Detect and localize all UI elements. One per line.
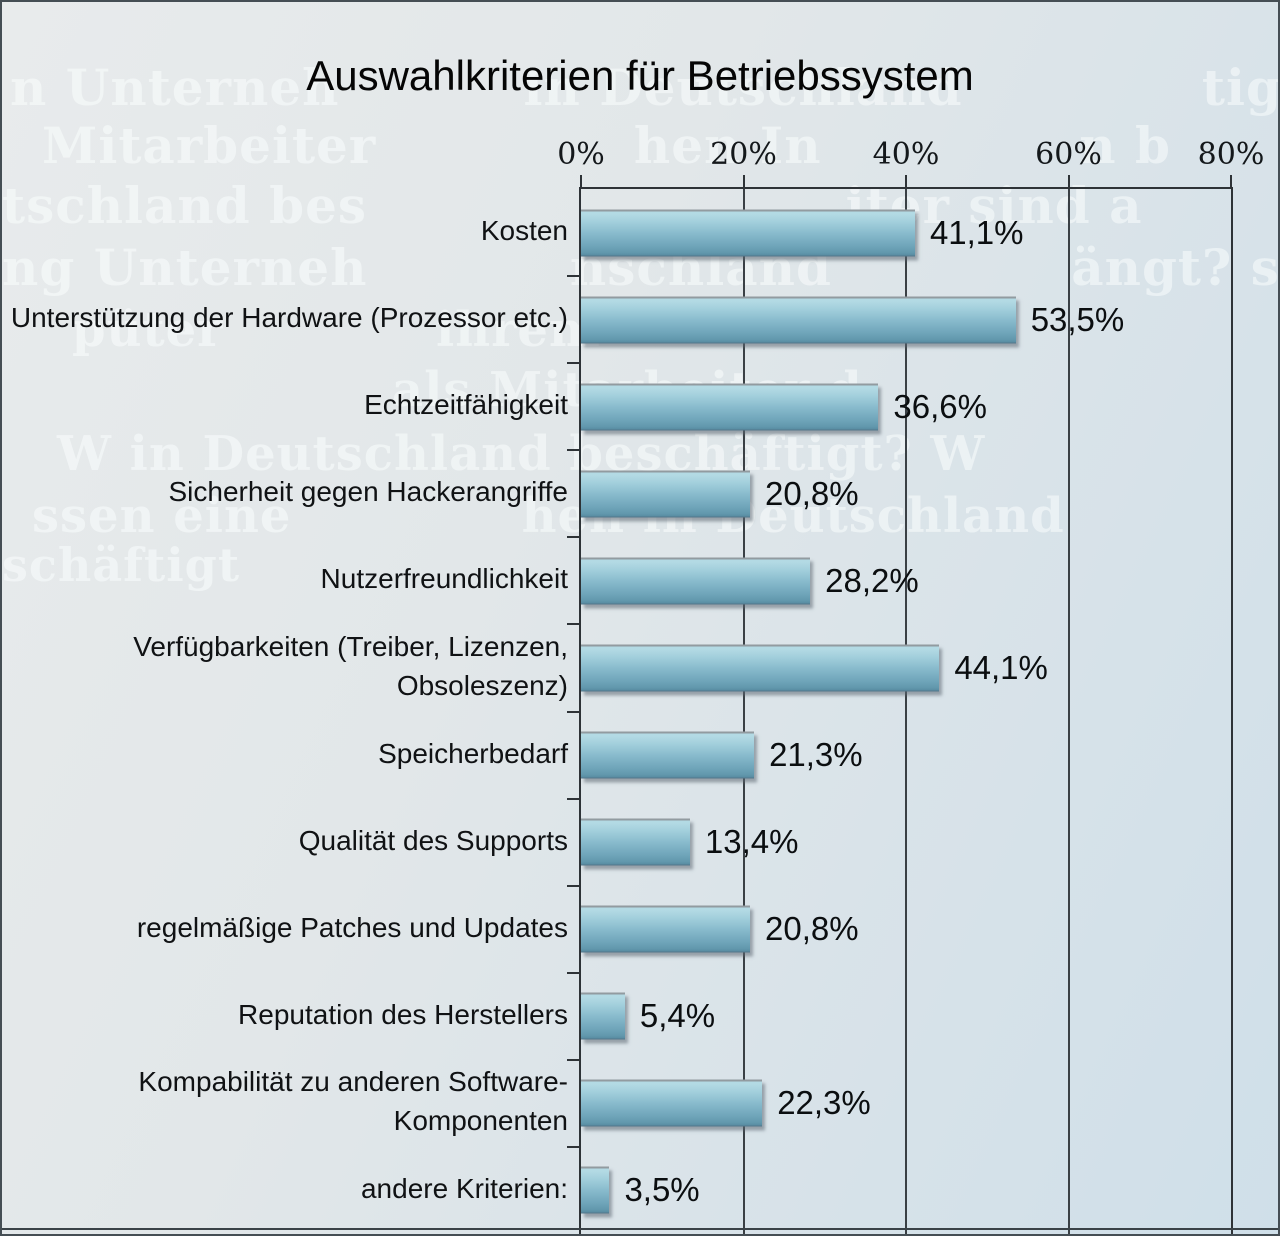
gridline-40 [905, 189, 907, 1234]
bar-5 [581, 557, 811, 605]
category-label-text: Unterstützung der Hardware (Prozessor et… [10, 302, 568, 334]
category-label: Nutzerfreundlichkeit [8, 535, 568, 622]
x-axis-tick-label: 60% [1035, 137, 1102, 172]
bar-row: 13,4% [581, 799, 1231, 886]
bar-row: 20,8% [581, 886, 1231, 973]
y-axis-tick [567, 623, 581, 626]
x-axis-tick-label: 20% [710, 137, 777, 172]
bar-row: 22,3% [581, 1060, 1231, 1147]
category-label-text: Kosten [480, 215, 568, 247]
y-axis-tick [567, 1058, 581, 1061]
bar-row: 28,2% [581, 537, 1231, 624]
bar-value-label: 41,1% [929, 213, 1024, 251]
bar-row: 44,1% [581, 624, 1231, 711]
category-label: regelmäßige Patches und Updates [8, 884, 568, 971]
bar-2 [581, 296, 1016, 344]
gridline-20 [742, 189, 745, 1234]
bar-row: 5,4% [581, 973, 1231, 1060]
x-axis-tick [580, 175, 582, 189]
bar-value-label: 53,5% [1030, 300, 1125, 338]
category-labels-column: Kosten Unterstützung der Hardware (Prozes… [8, 187, 568, 1232]
category-label: Sicherheit gegen Hackerangriffe [8, 448, 568, 535]
y-axis-tick [567, 1145, 581, 1148]
y-axis-tick [567, 536, 581, 539]
category-label: Unterstützung der Hardware (Prozessor et… [8, 274, 568, 361]
x-axis-tick [1230, 175, 1232, 189]
bar-value-label: 28,2% [825, 561, 919, 599]
category-label-text: Speicherbedarf [378, 737, 568, 769]
bar-value-label: 20,8% [765, 910, 859, 948]
category-label: Speicherbedarf [8, 710, 568, 797]
category-label-text: Nutzerfreundlichkeit [320, 563, 568, 595]
bar-value-label: 5,4% [639, 997, 716, 1035]
x-axis-tick-label: 0% [557, 137, 605, 172]
gridline-60 [1067, 189, 1070, 1234]
bar-value-label: 13,4% [704, 823, 799, 861]
bar-6 [581, 644, 940, 692]
y-axis-tick [567, 710, 581, 713]
chart-title: Auswahlkriterien für Betriebssystem [306, 52, 974, 100]
bar-value-label: 36,6% [893, 387, 987, 425]
bar-7 [581, 731, 755, 779]
y-axis-tick [567, 971, 581, 974]
bar-3 [581, 383, 879, 431]
category-label: Qualität des Supports [8, 797, 568, 884]
bar-row: 53,5% [581, 276, 1231, 363]
category-label-text: Echtzeitfähigkeit [364, 389, 568, 421]
x-axis-tick-label: 40% [872, 137, 940, 172]
category-label-text: Qualität des Supports [298, 824, 568, 856]
category-label: andere Kriterien: [8, 1145, 568, 1232]
category-label: Reputation des Herstellers [8, 971, 568, 1058]
bar-value-label: 3,5% [624, 1171, 700, 1209]
bar-11 [581, 1079, 763, 1127]
bar-1 [581, 209, 915, 257]
x-axis-tick-label: 80% [1197, 137, 1265, 172]
watermark-line: Mitarbeiter hen In n b [42, 116, 1171, 175]
bar-4 [581, 470, 750, 518]
y-axis-tick [567, 884, 581, 887]
bar-row: 36,6% [581, 363, 1231, 450]
x-axis-tick [905, 175, 907, 189]
x-axis-tick [1067, 175, 1070, 189]
y-axis-tick [567, 449, 581, 452]
y-axis-tick [567, 362, 581, 365]
bar-10 [581, 992, 625, 1040]
category-label-text: andere Kriterien: [360, 1172, 568, 1204]
bar-row: 3,5% [581, 1147, 1231, 1234]
bar-value-label: 21,3% [769, 736, 863, 774]
category-label-text: Kompabilität zu anderen Software-Kompone… [138, 1066, 568, 1137]
category-label-text: Sicherheit gegen Hackerangriffe [168, 476, 568, 508]
bar-row: 20,8% [581, 450, 1231, 537]
bar-row: 21,3% [581, 712, 1231, 799]
category-label: Kosten [8, 187, 568, 274]
category-label-text: Verfügbarkeiten (Treiber, Lizenzen, Obso… [133, 630, 568, 701]
bar-row: 41,1% [581, 189, 1231, 276]
bar-9 [581, 905, 750, 953]
category-label: Verfügbarkeiten (Treiber, Lizenzen, Obso… [8, 622, 568, 709]
category-label: Kompabilität zu anderen Software-Kompone… [8, 1058, 568, 1145]
bar-value-label: 20,8% [765, 474, 859, 512]
bottom-axis-line [2, 1228, 1278, 1230]
category-label-text: Reputation des Herstellers [238, 998, 568, 1030]
bar-value-label: 22,3% [777, 1084, 871, 1122]
y-axis-tick [567, 275, 581, 278]
bar-value-label: 44,1% [954, 648, 1048, 686]
bar-8 [581, 818, 690, 866]
x-axis-tick [742, 175, 745, 189]
y-axis-tick [567, 797, 581, 800]
plot-area: 0% 20% 40% 60% 80% 41,1% 53,5% 36,6% 20,8% 28,2% 4… [557, 137, 1264, 1234]
bar-12 [581, 1166, 610, 1214]
category-label: Echtzeitfähigkeit [8, 361, 568, 448]
category-label-text: regelmäßige Patches und Updates [136, 911, 568, 943]
